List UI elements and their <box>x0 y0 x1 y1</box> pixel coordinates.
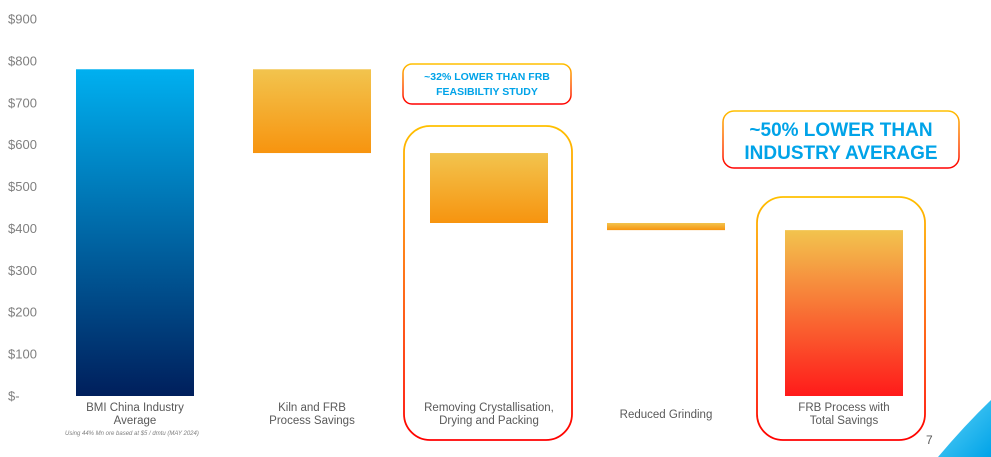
y-tick-label: $- <box>8 389 20 404</box>
y-tick-label: $700 <box>8 95 37 110</box>
footnote: Using 44% Mn ore based at $5 / dmtu (MAY… <box>65 431 199 437</box>
bars <box>76 69 903 397</box>
bar-kiln-frb-savings <box>253 69 371 154</box>
y-tick-label: $100 <box>8 347 37 362</box>
y-tick-label: $400 <box>8 221 37 236</box>
callout-50-line-1: ~50% LOWER THAN <box>749 120 932 141</box>
bar-frb-total <box>785 230 903 396</box>
category-label: Reduced Grinding <box>620 409 713 421</box>
category-label: Process Savings <box>269 415 355 427</box>
y-tick-label: $600 <box>8 137 37 152</box>
y-tick-label: $200 <box>8 305 37 320</box>
callout-32-line-1: ~32% LOWER THAN FRB <box>424 71 550 83</box>
y-axis: $- $100 $200 $300 $400 $500 $600 $700 $800 $900 <box>8 12 37 404</box>
callout-50-percent: ~50% LOWER THAN INDUSTRY AVERAGE <box>722 110 960 169</box>
corner-accent <box>938 400 991 457</box>
category-label: Drying and Packing <box>439 415 539 427</box>
callout-50-line-2: INDUSTRY AVERAGE <box>744 143 937 164</box>
category-label: Average <box>114 415 157 427</box>
page-number: 7 <box>926 433 933 447</box>
bar-industry-average <box>76 69 194 397</box>
category-label: FRB Process with <box>798 402 889 414</box>
bar-removing-crystallisation <box>430 153 548 223</box>
category-label: Total Savings <box>810 415 879 427</box>
callout-32-percent: ~32% LOWER THAN FRB FEASIBILTIY STUDY <box>402 63 572 105</box>
bar-reduced-grinding <box>607 222 725 231</box>
category-label: BMI China Industry <box>86 402 184 414</box>
y-tick-label: $500 <box>8 179 37 194</box>
callout-32-line-2: FEASIBILTIY STUDY <box>436 86 538 98</box>
y-tick-label: $300 <box>8 263 37 278</box>
category-label: Removing Crystallisation, <box>424 402 554 414</box>
y-tick-label: $900 <box>8 12 37 27</box>
category-label: Kiln and FRB <box>278 402 346 414</box>
highlight-frame-total <box>756 196 926 441</box>
y-tick-label: $800 <box>8 53 37 68</box>
highlight-frame-crystallisation <box>403 125 573 441</box>
